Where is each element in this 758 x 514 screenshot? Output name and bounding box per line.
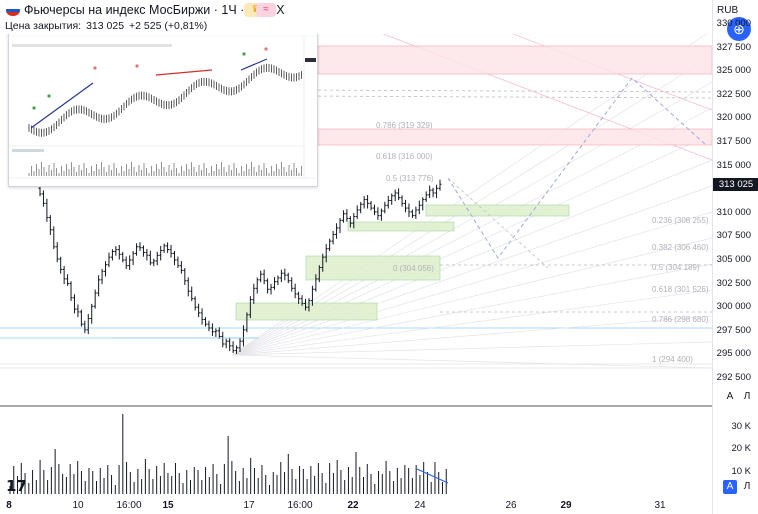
fib-label: 0 (304 056) bbox=[393, 264, 434, 273]
auto-scale-button[interactable]: A bbox=[726, 391, 734, 402]
fib-label: 0.786 (298 680) bbox=[652, 315, 709, 324]
price-tick: 305 000 bbox=[716, 254, 751, 265]
time-label: 31 bbox=[654, 500, 666, 511]
zone-rect bbox=[347, 221, 455, 232]
fib-label: 0.5 (304 189) bbox=[652, 263, 700, 272]
fib-label: 0.382 (306 460) bbox=[652, 243, 709, 252]
price-tick: 292 500 bbox=[716, 372, 751, 383]
price-tick: 315 000 bbox=[716, 159, 751, 171]
zone-rect bbox=[305, 255, 441, 281]
zone-rect bbox=[425, 204, 570, 217]
volume-tick: 20 K bbox=[731, 443, 751, 454]
fan-line bbox=[231, 185, 712, 356]
time-label: 16:00 bbox=[116, 500, 142, 511]
close-price-row: Цена закрытия: 313 025 +2 525 (+0,81%) bbox=[5, 20, 212, 32]
fan-line bbox=[231, 237, 712, 356]
price-tick: 302 500 bbox=[716, 277, 751, 289]
price-chart[interactable]: 0.786 (319 329) 0.618 (316 000) 0.5 (313 7… bbox=[0, 0, 712, 514]
close-value: 313 025 bbox=[86, 20, 125, 32]
time-label: 29 bbox=[560, 500, 572, 511]
supply-demand-zones bbox=[235, 45, 712, 321]
currency-label[interactable]: RUB bbox=[717, 5, 739, 16]
time-label: 16:00 bbox=[287, 500, 313, 511]
projection-path bbox=[447, 77, 707, 259]
time-label: 8 bbox=[6, 500, 12, 511]
fan-line bbox=[231, 263, 712, 356]
volume-tick: 30 K bbox=[731, 421, 751, 432]
fib-label: 1 (294 400) bbox=[652, 355, 693, 364]
log-scale-button[interactable]: Л bbox=[743, 391, 751, 402]
projection-path-alt bbox=[447, 177, 549, 269]
price-tick: 295 000 bbox=[716, 348, 751, 360]
price-tick: 317 500 bbox=[716, 136, 751, 147]
fan-line bbox=[231, 315, 712, 356]
candlesticks bbox=[38, 179, 442, 354]
price-change: +2 525 (+0,81%) bbox=[129, 20, 208, 32]
inset-candles bbox=[28, 63, 302, 137]
fib-label: 0.5 (313 776) bbox=[386, 174, 434, 183]
add-plus-icon[interactable]: ⊕ bbox=[727, 17, 751, 41]
time-label: 15 bbox=[162, 500, 174, 511]
volume-tick: 10 K bbox=[731, 466, 751, 477]
russia-flag-icon bbox=[6, 5, 20, 16]
fib-label: 0.618 (301 526) bbox=[652, 285, 709, 294]
time-label: 24 bbox=[414, 500, 426, 511]
volume-bars bbox=[9, 414, 447, 494]
inset-chart-thumbnail bbox=[8, 27, 318, 187]
time-label: 10 bbox=[72, 500, 84, 511]
close-label: Цена закрытия: bbox=[5, 20, 82, 32]
price-projection bbox=[447, 77, 707, 269]
inset-volume bbox=[28, 162, 302, 176]
dashed-line bbox=[299, 89, 712, 93]
zone-rect bbox=[317, 45, 712, 75]
volume-trendline bbox=[416, 468, 449, 484]
fibonacci-labels: 0.786 (319 329) 0.618 (316 000) 0.5 (313 7… bbox=[376, 121, 709, 364]
price-tick: 327 500 bbox=[716, 41, 751, 53]
price-tick: 300 000 bbox=[716, 301, 751, 313]
current-price-tag: 313 025 bbox=[713, 178, 758, 191]
fib-label: 0.786 (319 329) bbox=[376, 121, 433, 130]
fan-line bbox=[231, 354, 712, 369]
dashed-line bbox=[299, 95, 712, 99]
fan-line bbox=[231, 289, 712, 356]
price-tick: 310 000 bbox=[716, 206, 751, 218]
volume-log-button[interactable]: Л bbox=[743, 481, 751, 492]
tradingview-logo[interactable]: 17 bbox=[6, 477, 27, 495]
chart-header: Фьючерсы на индекс МосБиржи · 1Ч · MOEX … bbox=[0, 0, 712, 34]
price-tick: 297 500 bbox=[716, 324, 751, 336]
fib-label: 0.618 (316 000) bbox=[376, 152, 433, 161]
price-tick: 320 000 bbox=[716, 112, 751, 124]
time-label: 17 bbox=[243, 500, 255, 511]
chart-title: Фьючерсы на индекс МосБиржи · 1Ч · MOEX bbox=[24, 3, 285, 17]
time-label: 26 bbox=[505, 500, 517, 511]
volume-auto-button[interactable]: A bbox=[723, 480, 737, 494]
zone-rect bbox=[317, 128, 712, 146]
price-tick: 330 000 bbox=[716, 18, 751, 29]
price-tick: 322 500 bbox=[716, 88, 751, 100]
fan-line bbox=[231, 159, 712, 356]
price-axis[interactable]: RUB ⊕ 330 000 327 500 325 000 322 500 320 00… bbox=[712, 0, 758, 514]
time-label: 22 bbox=[347, 500, 359, 511]
zone-rect bbox=[235, 302, 378, 321]
fan-line bbox=[231, 341, 712, 356]
waves-icon[interactable]: ≈ bbox=[256, 3, 276, 17]
fan-line bbox=[231, 211, 712, 356]
price-tick: 307 500 bbox=[716, 230, 751, 242]
price-tick: 325 000 bbox=[716, 65, 751, 77]
fib-label: 0.236 (308 255) bbox=[652, 216, 709, 225]
